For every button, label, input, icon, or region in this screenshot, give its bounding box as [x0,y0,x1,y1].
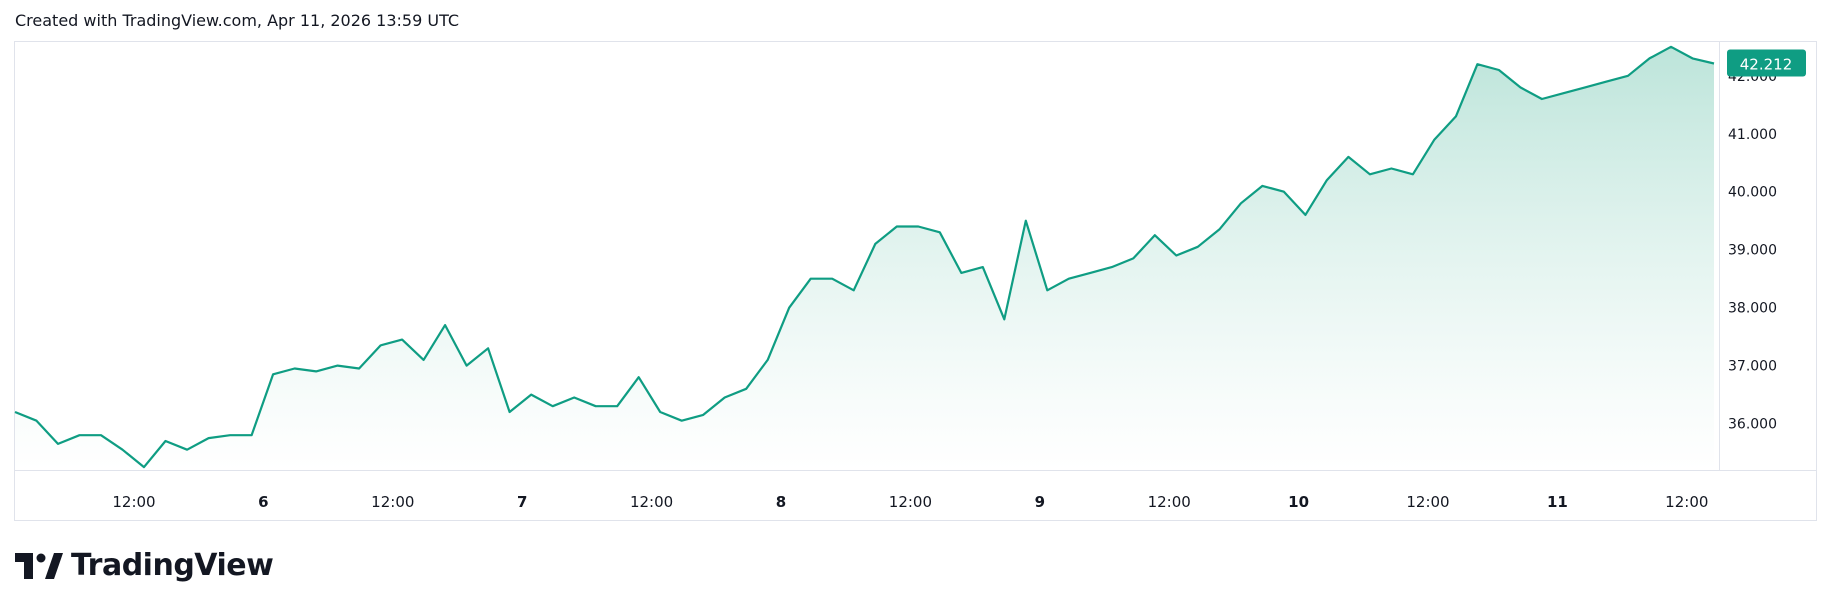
time-tick-label: 12:00 [889,493,932,511]
chart-frame [14,41,1817,521]
time-tick-label: 9 [1035,493,1045,511]
last-price-value: 42.212 [1740,56,1793,74]
tradingview-logo-icon [15,552,63,579]
price-tick-label: 39.000 [1728,243,1777,259]
price-tick-label: 40.000 [1728,185,1777,201]
last-price-badge: 42.212 [1727,49,1806,77]
time-tick-label: 12:00 [112,493,155,511]
tradingview-logo-text: TradingView [71,548,274,583]
time-tick-label: 12:00 [1148,493,1191,511]
time-tick-label: 12:00 [1406,493,1449,511]
time-tick-label: 12:00 [1665,493,1708,511]
price-tick-label: 41.000 [1728,127,1777,143]
time-tick-label: 12:00 [630,493,673,511]
time-tick-label: 7 [517,493,527,511]
price-tick-label: 38.000 [1728,301,1777,317]
price-area-fill [15,46,1714,471]
price-axis[interactable]: 36.00037.00038.00039.00040.00041.00042.0… [1728,69,1777,433]
chart-caption: Created with TradingView.com, Apr 11, 20… [15,11,460,30]
time-tick-label: 12:00 [371,493,414,511]
price-tick-label: 37.000 [1728,359,1777,375]
price-tick-label: 36.000 [1728,417,1777,433]
time-tick-label: 10 [1288,493,1309,511]
time-tick-label: 8 [776,493,786,511]
time-axis[interactable]: 12:00 6 12:00 7 12:00 8 12:00 9 12:00 10 12:00 11 12… [112,493,1708,511]
time-tick-label: 6 [258,493,268,511]
price-line[interactable] [14,45,1715,469]
time-tick-label: 11 [1547,493,1568,511]
tradingview-logo[interactable]: TradingView [15,548,274,583]
